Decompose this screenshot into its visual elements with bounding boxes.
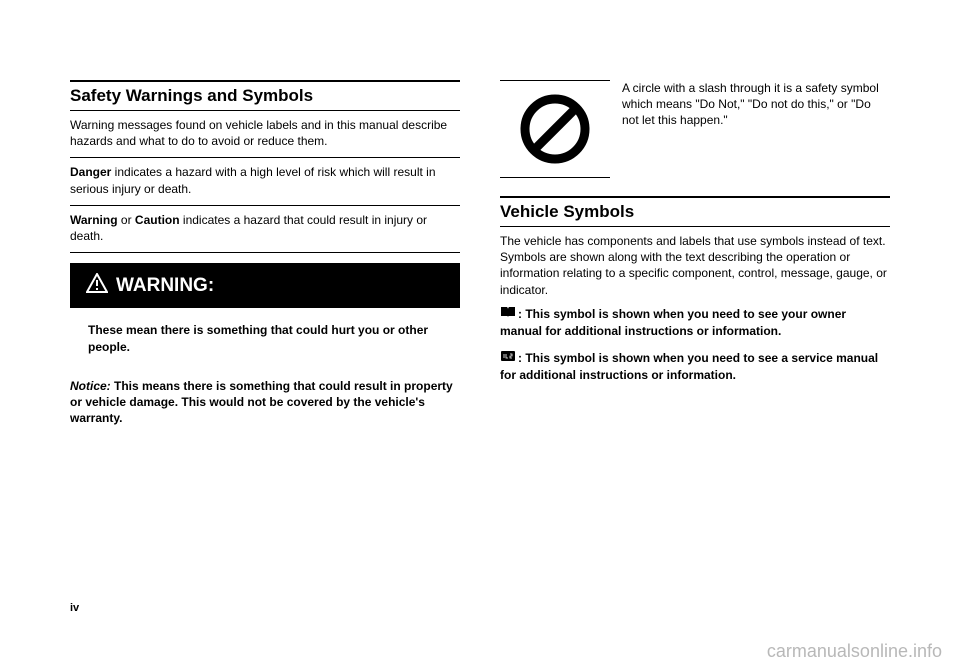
right-column: A circle with a slash through it is a sa… bbox=[500, 80, 890, 426]
warning-label: WARNING: bbox=[116, 275, 214, 297]
service-manual-icon bbox=[500, 350, 516, 367]
safety-intro: Warning messages found on vehicle labels… bbox=[70, 117, 460, 149]
notice-word: Notice: bbox=[70, 379, 111, 393]
divider bbox=[70, 157, 460, 158]
safety-header-bar: Safety Warnings and Symbols bbox=[70, 80, 460, 111]
caution-word: Caution bbox=[135, 213, 180, 227]
warning-word: Warning bbox=[70, 213, 118, 227]
danger-text: indicates a hazard with a high level of … bbox=[70, 165, 436, 195]
danger-paragraph: Danger indicates a hazard with a high le… bbox=[70, 164, 460, 196]
owner-manual-icon bbox=[500, 306, 516, 323]
divider bbox=[70, 252, 460, 253]
warning-triangle-icon bbox=[86, 273, 108, 298]
prohibit-text: A circle with a slash through it is a sa… bbox=[622, 80, 890, 178]
left-column: Safety Warnings and Symbols Warning mess… bbox=[70, 80, 460, 426]
watermark-text: carmanualsonline.info bbox=[767, 641, 942, 662]
prohibit-row: A circle with a slash through it is a sa… bbox=[500, 80, 890, 178]
notice-paragraph: Notice: This means there is something th… bbox=[70, 378, 460, 427]
vehicle-symbols-header-bar: Vehicle Symbols bbox=[500, 196, 890, 227]
prohibit-icon bbox=[515, 89, 595, 169]
or-word: or bbox=[118, 213, 135, 227]
vehicle-symbols-header: Vehicle Symbols bbox=[500, 202, 890, 222]
safety-header: Safety Warnings and Symbols bbox=[70, 86, 460, 106]
owner-manual-symbol-line: : This symbol is shown when you need to … bbox=[500, 306, 890, 340]
divider bbox=[70, 205, 460, 206]
page: Safety Warnings and Symbols Warning mess… bbox=[0, 0, 960, 446]
vehicle-symbols-intro: The vehicle has components and labels th… bbox=[500, 233, 890, 298]
prohibit-symbol-box bbox=[500, 80, 610, 178]
owner-manual-text: This symbol is shown when you need to se… bbox=[500, 307, 846, 338]
danger-word: Danger bbox=[70, 165, 111, 179]
service-manual-symbol-line: : This symbol is shown when you need to … bbox=[500, 350, 890, 384]
warning-callout-box: WARNING: bbox=[70, 263, 460, 308]
service-manual-text: This symbol is shown when you need to se… bbox=[500, 351, 878, 382]
page-number: iv bbox=[70, 602, 79, 614]
warning-caution-paragraph: Warning or Caution indicates a hazard th… bbox=[70, 212, 460, 244]
notice-text: This means there is something that could… bbox=[70, 379, 453, 425]
warning-body-text: These mean there is something that could… bbox=[70, 322, 460, 370]
